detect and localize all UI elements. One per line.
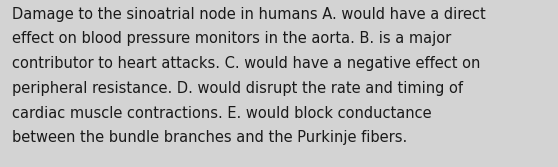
Text: between the bundle branches and the Purkinje fibers.: between the bundle branches and the Purk… [12,130,407,145]
Text: peripheral resistance. D. would disrupt the rate and timing of: peripheral resistance. D. would disrupt … [12,81,463,96]
Text: Damage to the sinoatrial node in humans A. would have a direct: Damage to the sinoatrial node in humans … [12,7,486,22]
Text: contributor to heart attacks. C. would have a negative effect on: contributor to heart attacks. C. would h… [12,56,480,71]
Text: cardiac muscle contractions. E. would block conductance: cardiac muscle contractions. E. would bl… [12,106,432,121]
Text: effect on blood pressure monitors in the aorta. B. is a major: effect on blood pressure monitors in the… [12,31,451,46]
